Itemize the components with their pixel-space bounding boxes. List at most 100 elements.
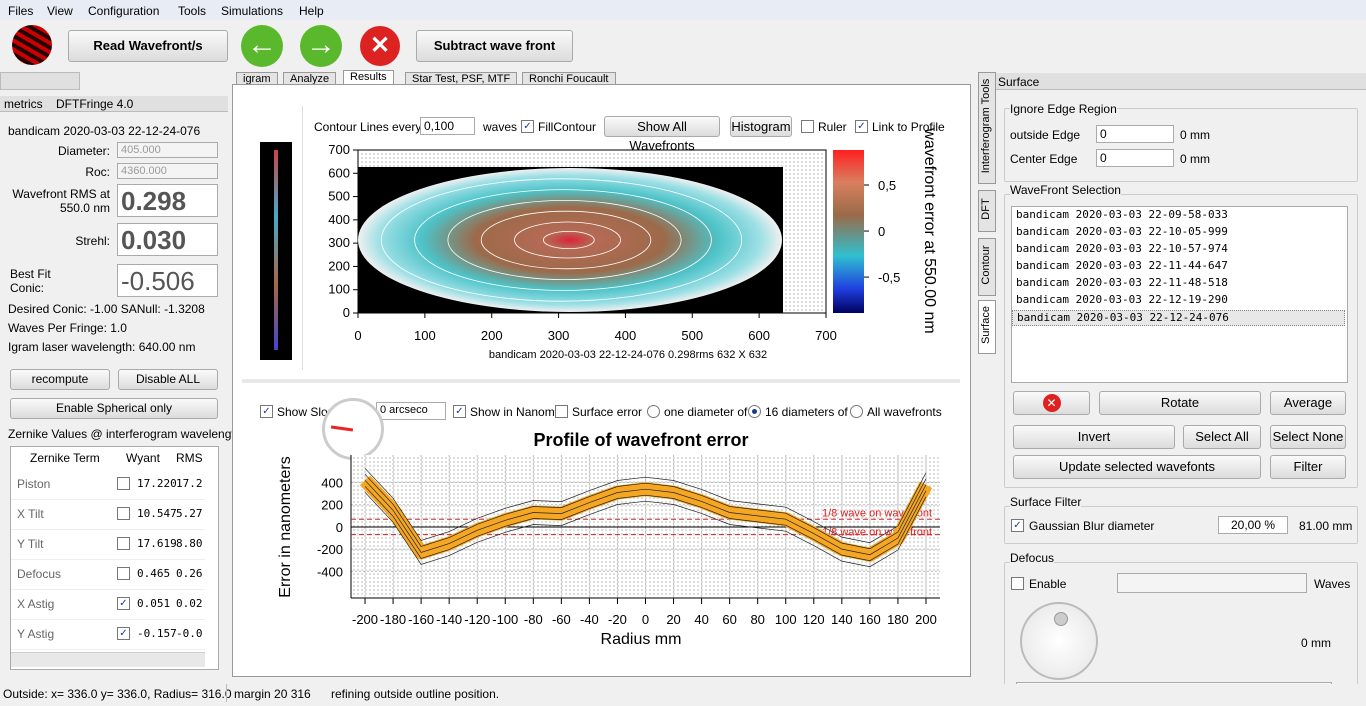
row-line <box>11 619 205 620</box>
checkbox[interactable] <box>1011 577 1024 590</box>
file-item[interactable]: bandicam 2020-03-03 22-11-48-518 <box>1016 276 1228 289</box>
step-spin[interactable]: 0,100 <box>420 117 475 135</box>
zernike-table <box>10 446 219 670</box>
vertical-tab-label: Surface <box>980 306 992 344</box>
app-title: DFTFringe 4.0 <box>56 97 134 111</box>
y-tick-label: 200 <box>321 498 343 513</box>
menu-item[interactable]: Configuration <box>88 4 160 18</box>
invert-button[interactable]: Invert <box>1013 425 1175 449</box>
file-item[interactable]: bandicam 2020-03-03 22-10-57-974 <box>1016 242 1228 255</box>
wyant: 17.220 <box>137 477 177 490</box>
row-line <box>11 589 205 590</box>
splitter[interactable] <box>242 379 960 383</box>
group <box>1004 506 1358 544</box>
x-tick-label: 160 <box>859 612 881 627</box>
wyant: 0.051 <box>137 597 171 610</box>
checkbox[interactable] <box>117 567 130 580</box>
zernike-title: Zernike Values @ interferogram wavelengt… <box>8 427 242 441</box>
radio[interactable] <box>748 405 761 418</box>
tab[interactable]: Results <box>343 70 394 84</box>
delete-button[interactable]: ✕ <box>360 26 400 66</box>
status-bar <box>0 684 1366 706</box>
rotate-button[interactable]: Rotate <box>1099 391 1261 415</box>
checkbox[interactable] <box>801 120 814 133</box>
average-button[interactable]: Average <box>1270 391 1346 415</box>
file-item[interactable]: bandicam 2020-03-03 22-11-44-647 <box>1016 259 1228 272</box>
radio[interactable] <box>647 405 660 418</box>
spin[interactable]: 0 <box>1096 149 1174 167</box>
tab[interactable]: Ronchi Foucault <box>522 72 616 86</box>
next-button[interactable]: → <box>300 25 342 67</box>
row-line <box>11 529 205 530</box>
show-all-button[interactable]: Show All Wavefronts <box>604 116 720 153</box>
defocus-dial[interactable] <box>1020 602 1098 680</box>
filter-button[interactable]: Filter <box>1270 455 1346 479</box>
spherical-button[interactable]: Enable Spherical only <box>10 398 218 419</box>
y-tick-label: 0 <box>343 305 350 320</box>
checkbox[interactable]: ✓ <box>117 627 130 640</box>
label: waves <box>483 120 518 134</box>
disable-button[interactable]: Disable ALL <box>118 369 218 390</box>
file-item[interactable]: bandicam 2020-03-03 22-12-24-076 <box>1012 310 1345 326</box>
select-all-button[interactable]: Select All <box>1183 425 1261 449</box>
tab[interactable]: igram <box>236 72 278 86</box>
x-tick-label: -60 <box>552 612 571 627</box>
histogram-button[interactable]: Histogram <box>730 116 792 137</box>
checkbox[interactable]: ✓ <box>855 120 868 133</box>
radio[interactable] <box>850 405 863 418</box>
remove-button[interactable]: ✕ <box>1013 391 1090 415</box>
app-icon[interactable] <box>12 25 52 65</box>
menu-item[interactable]: Help <box>299 4 324 18</box>
menu-item[interactable]: View <box>47 4 73 18</box>
profile-line <box>364 468 927 544</box>
menu-item[interactable]: Tools <box>178 4 207 18</box>
contour-line <box>514 221 621 259</box>
vertical-tab[interactable] <box>978 190 996 232</box>
file-item[interactable]: bandicam 2020-03-03 22-12-19-290 <box>1016 293 1228 306</box>
checkbox[interactable]: ✓ <box>117 597 130 610</box>
label: Link to Profile <box>872 120 945 134</box>
x-tick-label: 80 <box>750 612 764 627</box>
read-button[interactable]: Read Wavefront/s <box>68 30 228 62</box>
x-tick-label: 500 <box>681 328 703 343</box>
row-label: Defocus <box>17 567 62 581</box>
vertical-tab[interactable] <box>978 238 996 296</box>
tab[interactable]: Star Test, PSF, MTF <box>405 72 518 86</box>
checkbox[interactable]: ✓ <box>1011 519 1024 532</box>
recompute-button[interactable]: recompute <box>10 369 110 390</box>
checkbox[interactable] <box>117 537 130 550</box>
checkbox[interactable]: ✓ <box>260 405 273 418</box>
vertical-tab[interactable] <box>978 72 996 184</box>
x-tick-label: 0 <box>642 612 649 627</box>
menu-item[interactable]: Files <box>8 4 34 18</box>
rms: 0.298 <box>117 184 218 217</box>
y-tick-label: 500 <box>328 189 350 204</box>
checkbox[interactable] <box>117 477 130 490</box>
checkbox[interactable] <box>117 507 130 520</box>
contour-line <box>380 178 743 302</box>
dock-title: metrics <box>4 97 43 111</box>
tab[interactable]: Analyze <box>283 72 337 86</box>
checkbox[interactable]: ✓ <box>521 120 534 133</box>
select-none-button[interactable]: Select None <box>1270 425 1346 449</box>
strehl: 0.030 <box>117 223 218 256</box>
menu-item[interactable]: Simulations <box>221 4 284 18</box>
file-item[interactable]: bandicam 2020-03-03 22-10-05-999 <box>1016 225 1228 238</box>
colorbar-title: wavefront error at 550.00 nm <box>921 127 938 333</box>
x-axis-label: Radius mm <box>601 631 682 648</box>
y-tick-label: 400 <box>328 212 350 227</box>
file-item[interactable]: bandicam 2020-03-03 22-09-58-033 <box>1016 208 1228 221</box>
vertical-tab[interactable] <box>978 300 996 354</box>
update-button[interactable]: Update selected wavefonts <box>1013 455 1261 479</box>
spin[interactable]: 0 <box>1096 125 1174 143</box>
prev-button[interactable]: ← <box>241 25 283 67</box>
scrollbar[interactable] <box>11 652 205 667</box>
spin[interactable]: 20,00 % <box>1218 516 1288 534</box>
y-axis-label: Error in nanometers <box>277 456 294 597</box>
subtract-button[interactable]: Subtract wave front <box>416 30 573 62</box>
arcsec-spin[interactable]: 0 arcseco <box>376 402 446 420</box>
table-header: Wyant <box>126 451 160 465</box>
checkbox[interactable]: ✓ <box>453 405 466 418</box>
y-tick-label: 300 <box>328 235 350 250</box>
checkbox[interactable] <box>555 405 568 418</box>
